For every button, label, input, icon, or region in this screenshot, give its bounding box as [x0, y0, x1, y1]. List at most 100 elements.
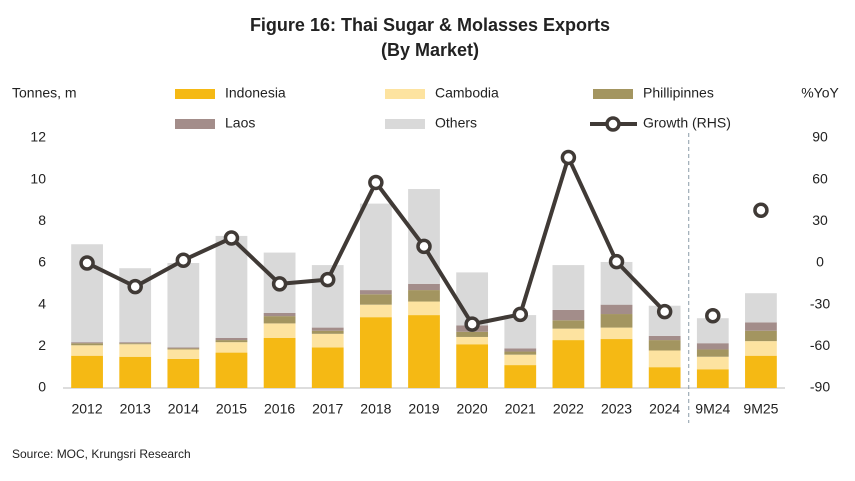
x-tick-label: 9M24: [695, 401, 730, 417]
bar-segment: [504, 354, 537, 366]
line-marker: [175, 252, 192, 268]
bar-segment: [504, 348, 537, 352]
x-tick-label: 2016: [264, 401, 295, 417]
line-marker: [705, 308, 721, 324]
legend-label: Cambodia: [435, 85, 499, 101]
y-tick-label: 12: [30, 129, 46, 145]
bar-segment: [648, 335, 681, 341]
legend-label: Others: [435, 115, 477, 131]
bar-segment: [359, 290, 392, 295]
y2-tick-label: -30: [810, 295, 830, 311]
y-axis-label: Tonnes, m: [12, 85, 77, 101]
bar-segment: [359, 294, 392, 305]
bar-segment: [745, 322, 777, 331]
line-marker: [416, 238, 432, 255]
bar-segment: [311, 327, 344, 331]
bar-segment: [696, 356, 729, 370]
bar-segment: [408, 315, 440, 388]
y2-tick-label: 30: [812, 212, 828, 228]
bar-segment: [71, 343, 103, 346]
line-marker: [319, 271, 336, 288]
bar-segment: [215, 338, 248, 341]
bar-segment: [311, 333, 344, 348]
line-marker: [79, 255, 95, 271]
x-tick-label: 2013: [120, 401, 151, 417]
bar-segment: [119, 342, 152, 344]
bar-segment: [263, 323, 296, 338]
y2-tick-label: -60: [810, 337, 830, 353]
line-marker: [368, 174, 384, 191]
bar-segment: [696, 369, 729, 388]
x-tick-label: 2021: [505, 401, 536, 417]
line-marker: [656, 303, 673, 320]
bar-segment: [648, 367, 681, 388]
x-tick-label: 2019: [408, 401, 439, 417]
bar-segment: [552, 320, 585, 329]
legend-label: Phillipinnes: [643, 85, 714, 101]
bar-segment: [215, 352, 248, 388]
y-tick-label: 2: [38, 337, 46, 353]
bar-segment: [696, 349, 729, 357]
line-marker: [223, 230, 240, 246]
y2-tick-label: -90: [810, 379, 830, 395]
bar-segment: [71, 342, 103, 344]
bar-segment: [71, 345, 103, 356]
legend-swatch: [385, 89, 425, 99]
bar-segment: [167, 349, 200, 359]
legend-label: Laos: [225, 115, 255, 131]
bar-segment: [600, 314, 633, 328]
line-marker: [512, 306, 529, 323]
source-note: Source: MOC, Krungsri Research: [12, 447, 191, 461]
chart-title: Figure 16: Thai Sugar & Molasses Exports: [250, 15, 610, 35]
bar-segment: [359, 317, 392, 388]
x-tick-label: 2015: [216, 401, 247, 417]
line-marker: [560, 149, 577, 166]
bar-segment: [745, 341, 777, 356]
bar-segment: [745, 293, 777, 323]
x-tick-label: 2012: [71, 401, 102, 417]
bar-segment: [263, 313, 296, 317]
bar-segment: [504, 351, 537, 355]
bar-segment: [552, 340, 585, 388]
bar-segment: [456, 336, 489, 345]
y-tick-label: 0: [38, 379, 46, 395]
x-tick-label: 2020: [457, 401, 488, 417]
bar-segment: [359, 304, 392, 318]
bar-segment: [167, 347, 200, 349]
line-marker: [271, 276, 288, 292]
y-tick-label: 4: [38, 295, 46, 311]
x-tick-label: 2023: [601, 401, 632, 417]
bar-segment: [456, 331, 489, 337]
x-tick-label: 2018: [360, 401, 391, 417]
chart-subtitle: (By Market): [381, 40, 479, 60]
bar-segment: [648, 350, 681, 368]
y2-axis-label: %YoY: [801, 85, 839, 101]
bar-segment: [215, 342, 248, 353]
line-marker: [464, 316, 480, 332]
bar-segment: [167, 348, 200, 350]
bar-segment: [504, 365, 537, 388]
line-marker: [753, 202, 769, 218]
bar-segment: [552, 309, 585, 321]
bar-segment: [408, 283, 440, 291]
bar-segment: [745, 330, 777, 342]
bar-segment: [311, 330, 344, 334]
bar-segment: [215, 340, 248, 343]
y2-tick-label: 0: [816, 254, 824, 270]
y-tick-label: 6: [38, 254, 46, 270]
bar-segment: [119, 343, 152, 345]
y2-tick-label: 90: [812, 129, 828, 145]
bar-segment: [600, 304, 633, 315]
bar-segment: [167, 263, 200, 348]
x-tick-label: 9M25: [743, 401, 778, 417]
line-marker: [608, 253, 625, 270]
bar-segment: [408, 290, 440, 302]
bar-segment: [456, 344, 489, 388]
bar-segment: [311, 347, 344, 388]
bar-segment: [119, 356, 152, 388]
legend-swatch: [385, 119, 425, 129]
bar-segment: [552, 328, 585, 341]
bar-segment: [71, 355, 103, 388]
y-tick-label: 10: [30, 170, 46, 186]
